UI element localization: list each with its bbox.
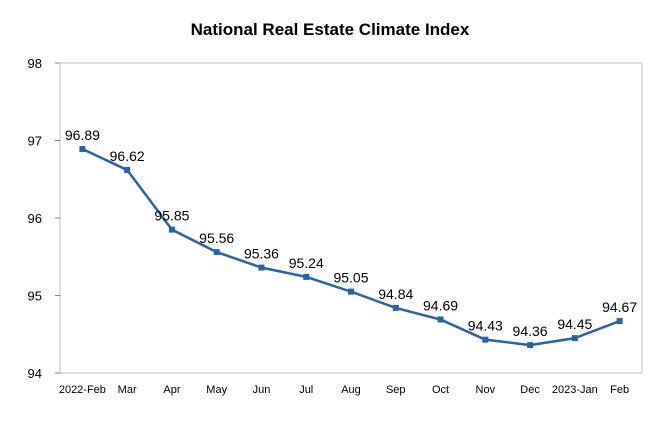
data-point: [571, 335, 578, 342]
series-layer: [79, 146, 623, 349]
x-tick-label: 2022-Feb: [59, 384, 106, 396]
x-tick-label: Mar: [118, 384, 137, 396]
data-point: [168, 226, 175, 233]
x-tick-label: Dec: [520, 384, 540, 396]
data-point: [303, 273, 310, 280]
data-label: 95.85: [154, 208, 189, 224]
data-label: 95.24: [289, 255, 324, 271]
data-label: 94.36: [513, 323, 548, 339]
data-point: [348, 288, 354, 295]
data-point: [124, 166, 131, 173]
x-tick-label: Sep: [386, 384, 406, 396]
chart-title: National Real Estate Climate Index: [190, 20, 470, 39]
data-label: 96.89: [65, 127, 100, 143]
y-axis: 94 95 96 97 98: [28, 56, 60, 381]
x-tick-label: Oct: [432, 384, 449, 396]
data-label: 94.84: [378, 286, 413, 302]
plot-area: [59, 62, 643, 374]
data-label: 96.62: [110, 148, 145, 164]
data-label: 94.67: [602, 299, 637, 315]
x-tick-label: May: [206, 384, 227, 396]
y-tick-label: 94: [28, 366, 42, 381]
data-label: 94.43: [468, 318, 503, 334]
data-point: [213, 249, 220, 256]
data-label: 94.45: [557, 316, 592, 332]
x-tick-label: Jul: [299, 384, 313, 396]
data-point: [258, 264, 265, 271]
x-tick-label: Nov: [476, 384, 496, 396]
y-tick-label: 98: [28, 56, 42, 71]
x-tick-label: Feb: [610, 384, 629, 396]
series-line: [81, 147, 621, 347]
data-point: [527, 342, 534, 349]
x-tick-label: Jun: [253, 384, 271, 396]
data-label: 95.36: [244, 246, 279, 262]
y-tick-label: 95: [28, 289, 42, 304]
x-tick-label: 2023-Jan: [552, 384, 598, 396]
y-tick-label: 97: [28, 134, 42, 149]
data-point: [437, 316, 444, 323]
y-tick-label: 96: [28, 211, 42, 226]
data-label: 95.05: [333, 270, 368, 286]
x-axis: 2022-Feb Mar Apr May Jun Jul Aug Sep Oct Nov Dec 20…: [59, 384, 629, 396]
data-point: [392, 304, 399, 311]
x-tick-label: Aug: [341, 384, 361, 396]
data-label: 95.56: [199, 230, 234, 246]
data-labels: 96.89 96.62 95.85 95.56 95.36 95.24 95.05 94.84…: [65, 127, 637, 339]
data-point: [616, 318, 623, 325]
data-point: [79, 146, 86, 153]
data-label: 94.69: [423, 298, 458, 314]
data-point: [482, 336, 489, 343]
x-tick-label: Apr: [163, 384, 180, 396]
